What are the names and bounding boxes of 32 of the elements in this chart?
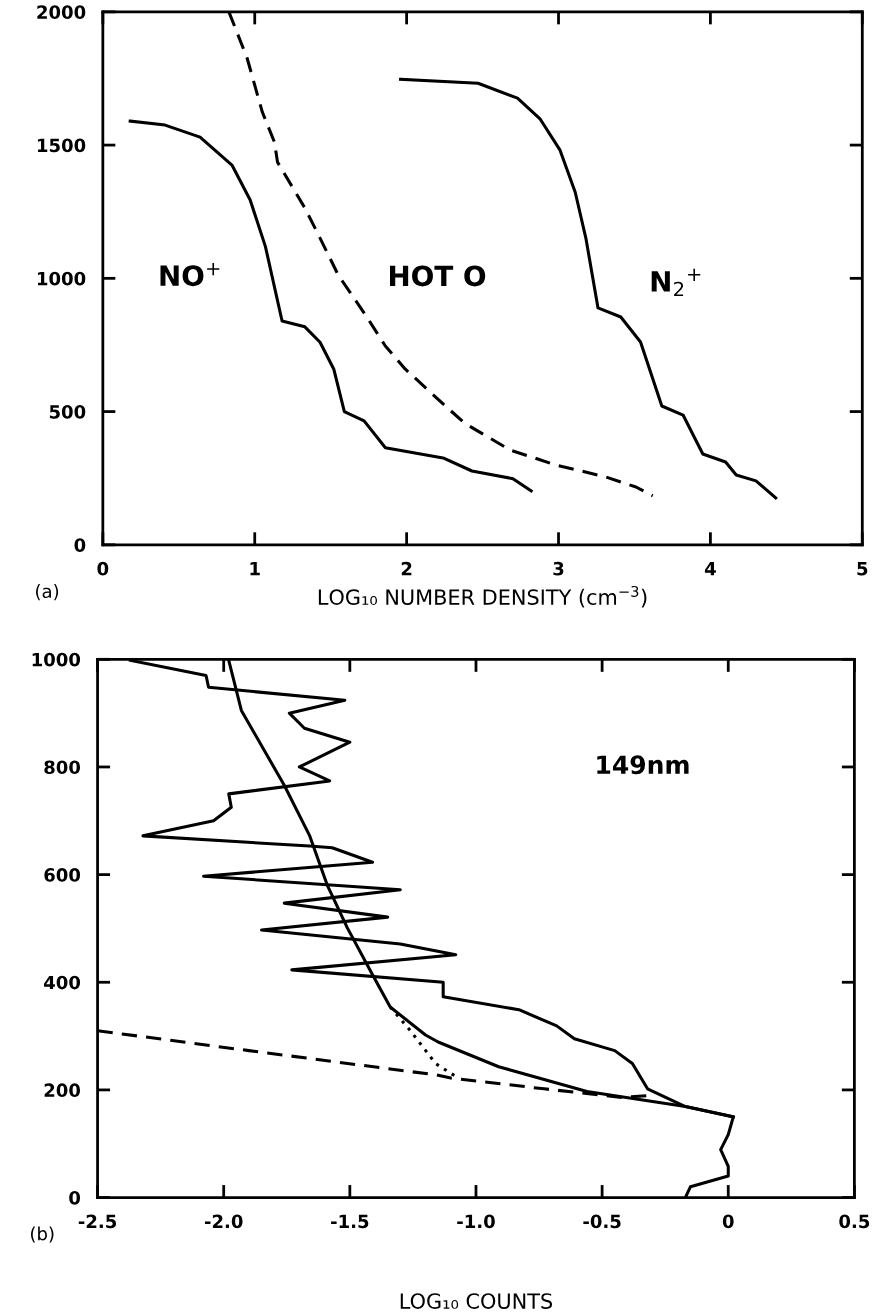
y-tick-label: 500 — [49, 405, 86, 419]
annotation: 149nm — [597, 755, 689, 775]
y-tick-label: 0 — [69, 1191, 81, 1205]
x-axis-title: LOG₁₀ NUMBER DENSITY (cm$^{−3}$) — [318, 585, 647, 608]
x-tick-label: -2.5 — [78, 1214, 117, 1229]
x-tick-label: -0.5 — [583, 1214, 621, 1229]
x-tick-label: 0.5 — [839, 1214, 870, 1229]
annotation: N$_{2}$$^{+}$ — [651, 268, 701, 297]
annotation: HOT O — [390, 265, 486, 287]
x-axis-title: LOG₁₀ COUNTS — [400, 1293, 553, 1309]
text: (a) — [36, 584, 59, 601]
x-tick-label: -1.5 — [331, 1214, 369, 1229]
x-tick-label: 0 — [722, 1214, 734, 1229]
annotation: NO$^{+}$ — [160, 262, 220, 287]
y-tick-label: 200 — [44, 1083, 81, 1098]
y-tick-label: 800 — [44, 760, 81, 775]
y-tick-label: 0 — [74, 538, 86, 552]
y-tick-label: 1000 — [37, 271, 86, 286]
x-tick-label: 3 — [553, 561, 564, 576]
x-tick-label: 1 — [250, 562, 260, 576]
y-tick-label: 600 — [44, 868, 81, 882]
y-tick-label: 2000 — [37, 5, 86, 19]
y-tick-label: 1000 — [32, 652, 81, 667]
x-tick-label: 5 — [857, 562, 868, 576]
x-tick-label: 0 — [97, 561, 109, 576]
text: (b) — [31, 1226, 54, 1243]
x-tick-label: -1.0 — [457, 1214, 495, 1229]
x-tick-label: 2 — [401, 561, 412, 576]
x-tick-label: 4 — [704, 562, 716, 576]
y-tick-label: 400 — [44, 975, 81, 990]
y-tick-label: 1500 — [37, 138, 86, 153]
x-tick-label: -2.0 — [204, 1214, 243, 1229]
